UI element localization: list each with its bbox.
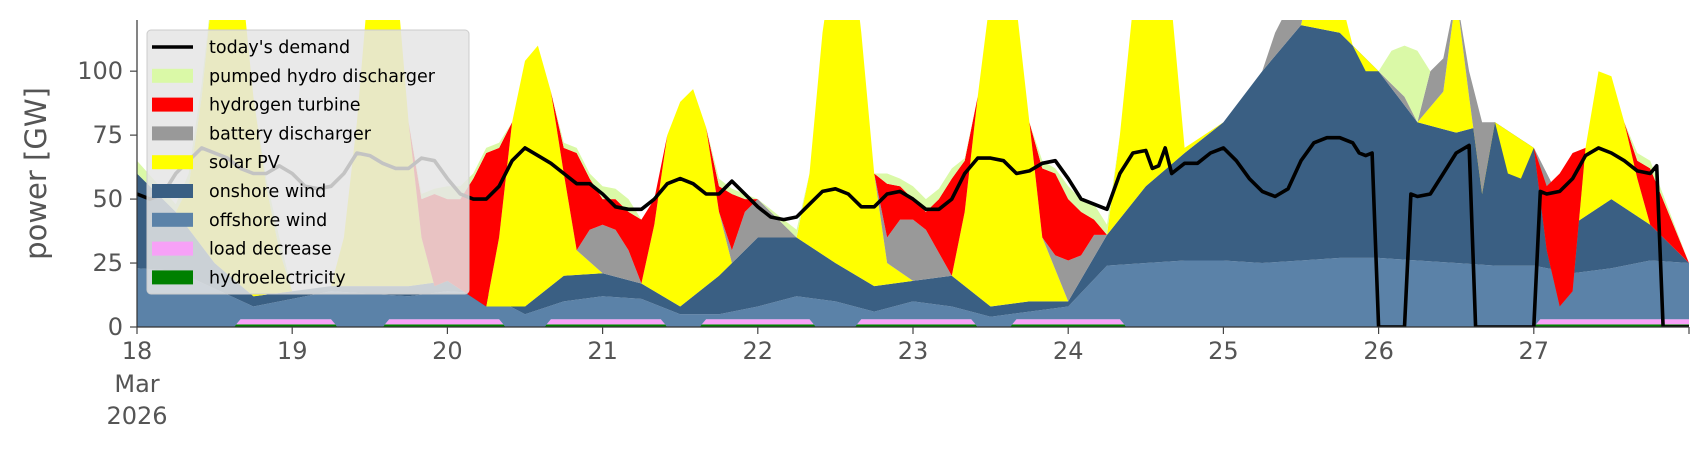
x-tick-sublabel: Mar <box>114 370 159 398</box>
legend-swatch-offshore-wind <box>152 212 193 227</box>
legend-label-onshore-wind: onshore wind <box>209 182 326 202</box>
area-battery-discharger <box>137 20 1689 307</box>
legend-swatch-hydroelectricity <box>152 270 193 285</box>
axes: 0 25 50 75 100 18 Mar 2026 19 20 21 22 23 24 25 26 27 <box>77 20 1690 430</box>
y-tick-label: 50 <box>92 185 123 213</box>
x-tick-label: 27 <box>1519 337 1550 365</box>
legend-swatch-pumped-hydro-discharger <box>152 68 193 83</box>
legend-label-battery-discharger: battery discharger <box>209 124 372 144</box>
legend-swatch-battery-discharger <box>152 126 193 141</box>
area-onshore-wind <box>137 25 1689 317</box>
x-tick-label: 21 <box>587 337 618 365</box>
legend: today's demand pumped hydro discharger hyd… <box>146 29 470 295</box>
x-tick-label: 23 <box>898 337 929 365</box>
legend-swatch-onshore-wind <box>152 184 193 198</box>
area-solar-pv <box>137 20 1689 307</box>
legend-label-hydrogen-turbine: hydrogen turbine <box>209 96 361 116</box>
x-tick-label: 26 <box>1363 337 1394 365</box>
legend-label-load-decrease: load decrease <box>209 240 332 260</box>
legend-swatch-solar-pv <box>152 155 193 170</box>
stacked-areas <box>137 20 1689 327</box>
x-tick-label: 18 <box>122 337 153 365</box>
area-offshore-wind <box>137 257 1689 327</box>
x-tick-sublabel: 2026 <box>106 402 167 430</box>
x-tick-label: 25 <box>1208 337 1239 365</box>
legend-label-today-s-demand: today's demand <box>209 38 350 58</box>
y-tick-label: 0 <box>108 313 123 341</box>
legend-label-offshore-wind: offshore wind <box>209 211 327 231</box>
x-tick-label: 20 <box>432 337 463 365</box>
y-tick-label: 25 <box>92 249 123 277</box>
x-tick-label: 22 <box>743 337 774 365</box>
legend-label-solar-pv: solar PV <box>209 153 280 173</box>
legend-swatch-load-decrease <box>152 241 193 256</box>
legend-label-pumped-hydro-discharger: pumped hydro discharger <box>209 67 436 87</box>
x-tick-label: 24 <box>1053 337 1084 365</box>
legend-box <box>146 29 470 295</box>
x-tick-label: 19 <box>277 337 308 365</box>
legend-label-hydroelectricity: hydroelectricity <box>209 268 346 288</box>
y-axis-label: power [GW] <box>19 87 53 260</box>
legend-swatch-hydrogen-turbine <box>152 97 193 112</box>
y-tick-label: 100 <box>77 57 123 85</box>
y-tick-label: 75 <box>92 121 123 149</box>
